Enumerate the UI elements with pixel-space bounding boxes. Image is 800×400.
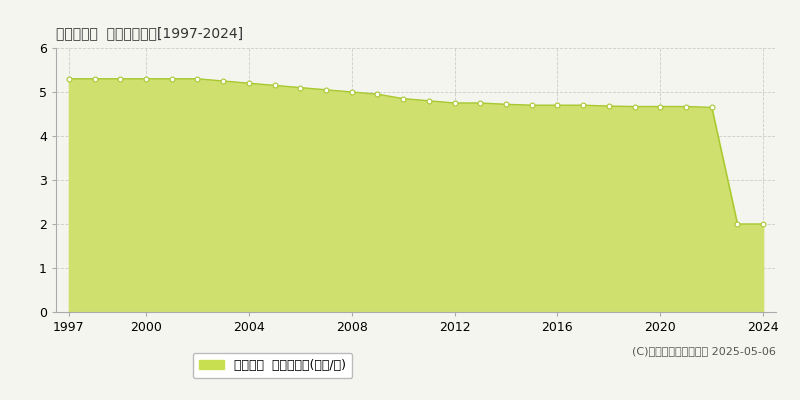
Text: (C)土地価格ドットコム 2025-05-06: (C)土地価格ドットコム 2025-05-06 bbox=[632, 346, 776, 356]
Text: 日向市塩見  基準地価推移[1997-2024]: 日向市塩見 基準地価推移[1997-2024] bbox=[56, 26, 243, 40]
Legend: 基準地価  平均嵪単価(万円/嵪): 基準地価 平均嵪単価(万円/嵪) bbox=[193, 352, 352, 378]
